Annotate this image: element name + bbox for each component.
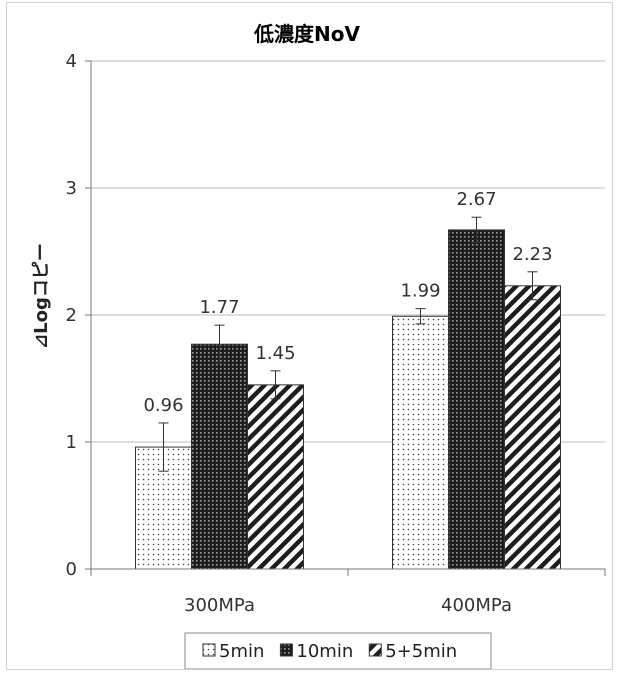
legend-swatch: [202, 643, 216, 657]
data-label: 1.45: [255, 343, 295, 364]
data-label: 1.77: [199, 297, 239, 318]
legend: 5min 10min 5+5min: [184, 632, 492, 669]
x-category-label: 400MPa: [441, 595, 512, 616]
bar: [247, 384, 304, 570]
x-axis: 300MPa 400MPa: [90, 61, 606, 616]
data-label: 2.23: [512, 244, 552, 265]
y-tick-label: 4: [66, 51, 77, 72]
y-axis-label: ⊿Logコピー: [31, 243, 52, 349]
y-tick-label: 1: [66, 432, 77, 453]
y-tick-label: 0: [66, 559, 77, 580]
legend-label: 10min: [296, 641, 353, 662]
bar: [191, 343, 248, 570]
y-axis-ticks: 0 1 2 3 4: [66, 51, 91, 580]
legend-swatch: [279, 643, 293, 657]
error-bars: [158, 216, 538, 472]
y-tick-label: 3: [66, 178, 77, 199]
data-label: 2.67: [456, 189, 496, 210]
chart-frame: 低濃度NoV 0 1 2 3 4 0.96 1.77 1.45 1.99 2.67 2.23 30…: [6, 2, 613, 670]
data-label: 0.96: [143, 395, 183, 416]
legend-box: [184, 632, 492, 669]
bars: [135, 229, 561, 570]
legend-label: 5+5min: [385, 641, 457, 662]
data-label: 1.99: [400, 281, 440, 302]
data-labels: 0.96 1.77 1.45 1.99 2.67 2.23: [143, 189, 552, 416]
y-tick-label: 2: [66, 305, 77, 326]
bar: [392, 315, 449, 570]
bar: [504, 285, 561, 570]
bar-chart: 低濃度NoV 0 1 2 3 4 0.96 1.77 1.45 1.99 2.67 2.23 30…: [31, 22, 606, 669]
chart-title: 低濃度NoV: [253, 22, 360, 46]
legend-label: 5min: [219, 641, 264, 662]
bar: [448, 229, 505, 570]
x-category-label: 300MPa: [184, 595, 255, 616]
legend-swatch: [368, 643, 382, 657]
